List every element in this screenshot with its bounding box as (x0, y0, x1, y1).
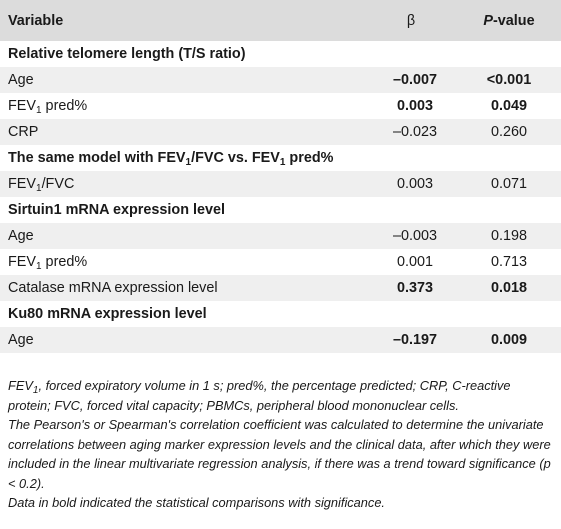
row-beta: –0.007 (392, 72, 437, 88)
row-p-value: <0.001 (486, 72, 532, 88)
footnote-fev-subscript: 1 (32, 385, 39, 396)
row-beta: 0.373 (396, 280, 433, 296)
section-label-part: pred% (285, 150, 334, 166)
row-p-value: 0.713 (490, 254, 527, 270)
header-p-letter: P (483, 12, 493, 29)
fev-subscript: 1 (36, 105, 42, 116)
section-label: Sirtuin1 mRNA expression level (8, 202, 225, 218)
table-row: FEV1 pred% 0.003 0.049 (0, 93, 561, 119)
row-variable: Age (8, 228, 34, 244)
row-variable: FEV1 pred% (0, 249, 345, 275)
section-label: The same model with FEV1/FVC vs. FEV1 pr… (0, 145, 561, 171)
table-header-row: Variable β P-value (0, 0, 561, 41)
row-beta: 0.003 (396, 176, 433, 192)
table-body: Relative telomere length (T/S ratio) Age… (0, 41, 561, 353)
section-row-telomere: Relative telomere length (T/S ratio) (0, 41, 561, 67)
row-variable: Age (8, 332, 34, 348)
section-label: Relative telomere length (T/S ratio) (8, 46, 246, 62)
row-variable: FEV1 pred% (0, 93, 345, 119)
regression-table-wrapper: Variable β P-value Relative telomere len… (0, 0, 561, 353)
footnote-fev: FEV (8, 378, 33, 393)
regression-table: Variable β P-value Relative telomere len… (0, 0, 561, 353)
fev-subscript: 1 (36, 261, 42, 272)
fev-rest: pred% (41, 98, 88, 114)
table-row: Age –0.003 0.198 (0, 223, 561, 249)
row-p-value: 0.071 (490, 176, 527, 192)
footnote-abbrev-rest: , forced expiratory volume in 1 s; pred%… (8, 378, 511, 413)
section-row-same-model: The same model with FEV1/FVC vs. FEV1 pr… (0, 145, 561, 171)
section-row-ku80: Ku80 mRNA expression level (0, 301, 561, 327)
section-label-subscript: 1 (185, 157, 192, 168)
table-row: FEV1 pred% 0.001 0.713 (0, 249, 561, 275)
table-footnotes: FEV1, forced expiratory volume in 1 s; p… (8, 376, 556, 513)
footnote-method: The Pearson's or Spearman's correlation … (8, 417, 551, 491)
fev-text: FEV (8, 254, 36, 270)
fev-rest: pred% (41, 254, 88, 270)
section-label-subscript: 1 (279, 157, 286, 168)
footnote-bold-note: Data in bold indicated the statistical c… (8, 495, 385, 510)
fev-text: FEV (8, 98, 36, 114)
row-p-value: 0.198 (490, 228, 527, 244)
row-beta: –0.003 (392, 228, 437, 244)
header-p-suffix: -value (493, 12, 535, 29)
header-p-value: P-value (461, 0, 561, 41)
row-p-value: 0.018 (490, 280, 527, 296)
table-row: Age –0.007 <0.001 (0, 67, 561, 93)
table-row: CRP –0.023 0.260 (0, 119, 561, 145)
table-row: Catalase mRNA expression level 0.373 0.0… (0, 275, 561, 301)
row-p-value: 0.049 (490, 98, 527, 114)
section-row-sirtuin1: Sirtuin1 mRNA expression level (0, 197, 561, 223)
row-variable: CRP (8, 124, 39, 140)
fev-subscript: 1 (36, 183, 42, 194)
row-variable: Age (8, 72, 34, 88)
table-row: Age –0.197 0.009 (0, 327, 561, 353)
section-label: Ku80 mRNA expression level (8, 306, 207, 322)
row-variable: Catalase mRNA expression level (8, 280, 218, 296)
row-beta: 0.001 (396, 254, 433, 270)
row-p-value: 0.260 (490, 124, 527, 140)
section-label-part: /FVC vs. FEV (191, 150, 280, 166)
header-variable: Variable (8, 12, 64, 29)
fev-rest: /FVC (41, 176, 75, 192)
row-beta: –0.023 (392, 124, 437, 140)
section-label-part: The same model with FEV (8, 150, 186, 166)
row-variable: FEV1/FVC (0, 171, 345, 197)
header-beta: β (406, 12, 416, 29)
table-row: FEV1/FVC 0.003 0.071 (0, 171, 561, 197)
footnote-abbreviations: FEV1, forced expiratory volume in 1 s; p… (8, 376, 556, 415)
row-beta: 0.003 (396, 98, 433, 114)
fev-text: FEV (8, 176, 36, 192)
row-beta: –0.197 (392, 332, 437, 348)
row-p-value: 0.009 (490, 332, 527, 348)
